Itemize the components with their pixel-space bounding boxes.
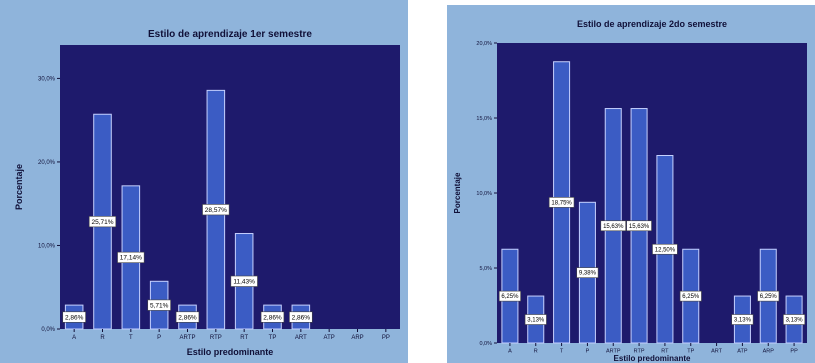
- data-label-a: 2,86%: [65, 314, 84, 321]
- data-label-r: 25,71%: [91, 219, 113, 226]
- data-label-box: [783, 314, 806, 325]
- x-tick-label: TP: [269, 335, 277, 341]
- x-tick-label: TP: [687, 349, 694, 355]
- data-label-t: 17,14%: [120, 255, 142, 262]
- data-label-rt: 12,50%: [655, 247, 676, 253]
- y-tick-label: 20,0%: [476, 41, 492, 47]
- plot-area: [60, 45, 400, 329]
- data-label-art: 2,86%: [292, 314, 311, 321]
- data-label-tp: 6,25%: [682, 294, 700, 300]
- data-label-atp: 3,13%: [734, 318, 752, 324]
- x-tick-label: ARP: [351, 335, 363, 341]
- chart-title: Estilo de aprendizaje 1er semestre: [148, 29, 312, 40]
- y-axis-label: Porcentaje: [14, 164, 24, 210]
- x-tick-label: R: [534, 349, 538, 355]
- data-label-rtp: 28,57%: [205, 207, 227, 214]
- x-tick-label: ARP: [763, 349, 775, 355]
- data-label-rt: 11,43%: [233, 279, 255, 286]
- x-tick-label: ART: [711, 349, 723, 355]
- x-tick-label: ART: [295, 335, 307, 341]
- y-tick-label: 0,0%: [41, 327, 55, 333]
- data-label-p: 5,71%: [150, 302, 169, 309]
- data-label-box: [679, 290, 702, 302]
- data-label-t: 18,75%: [551, 200, 572, 206]
- x-tick-label: P: [586, 349, 590, 355]
- data-label-rtp: 15,63%: [629, 224, 650, 230]
- x-tick-label: A: [508, 349, 512, 355]
- x-axis-label: Estilo predominante: [614, 354, 691, 363]
- data-label-box: [652, 243, 678, 255]
- chart-panel-2do-semestre: Estilo de aprendizaje 2do semestre Estilo…: [447, 5, 815, 363]
- x-tick-label: ARTP: [180, 335, 196, 341]
- y-tick-label: 20,0%: [38, 160, 56, 166]
- data-label-box: [147, 299, 171, 311]
- bar-chart-2do-semestre: Estilo de aprendizaje 2do semestre Estilo…: [447, 5, 815, 363]
- data-label-pp: 3,13%: [786, 318, 804, 324]
- y-tick-label: 0,0%: [479, 341, 492, 347]
- data-label-p: 9,38%: [579, 271, 597, 277]
- data-label-box: [757, 290, 780, 302]
- x-tick-label: ARTP: [606, 349, 621, 355]
- chart-title: Estilo de aprendizaje 2do semestre: [577, 19, 727, 29]
- chart-panel-1er-semestre: Estilo de aprendizaje 1er semestre Estilo…: [0, 0, 408, 363]
- data-label-box: [202, 204, 230, 216]
- data-label-box: [175, 311, 200, 323]
- data-label-arp: 6,25%: [760, 294, 778, 300]
- x-tick-label: ATP: [324, 335, 335, 341]
- x-tick-label: RT: [240, 335, 248, 341]
- y-tick-label: 10,0%: [38, 243, 56, 249]
- y-axis-label: Porcentaje: [453, 172, 462, 213]
- data-label-box: [600, 220, 626, 232]
- x-tick-label: RT: [661, 349, 669, 355]
- y-tick-label: 10,0%: [476, 191, 492, 197]
- x-tick-label: R: [100, 335, 105, 341]
- y-tick-label: 5,0%: [479, 266, 492, 272]
- data-label-box: [498, 290, 521, 302]
- data-label-r: 3,13%: [527, 318, 545, 324]
- data-label-box: [289, 311, 313, 323]
- x-tick-label: RTP: [634, 349, 645, 355]
- data-label-tp: 2,86%: [263, 314, 282, 321]
- y-tick-label: 15,0%: [476, 116, 492, 122]
- data-label-box: [548, 197, 575, 208]
- data-label-box: [576, 267, 599, 278]
- data-label-box: [230, 275, 258, 287]
- x-tick-label: ATP: [737, 349, 748, 355]
- x-tick-label: PP: [382, 335, 390, 341]
- data-label-box: [62, 311, 86, 323]
- data-label-box: [117, 251, 145, 263]
- data-label-box: [626, 220, 652, 232]
- plot-area: [497, 43, 807, 343]
- data-label-artp: 2,86%: [178, 314, 197, 321]
- data-label-box: [260, 311, 285, 323]
- x-tick-label: A: [72, 335, 76, 341]
- x-tick-label: T: [129, 335, 133, 341]
- y-tick-label: 30,0%: [38, 76, 56, 82]
- data-label-box: [524, 314, 547, 325]
- x-tick-label: PP: [790, 349, 798, 355]
- data-label-a: 6,25%: [501, 294, 519, 300]
- x-tick-label: RTP: [210, 335, 222, 341]
- data-label-artp: 15,63%: [603, 224, 624, 230]
- data-label-box: [88, 216, 117, 228]
- x-tick-label: T: [560, 349, 564, 355]
- bar-chart-1er-semestre: Estilo de aprendizaje 1er semestre Estilo…: [0, 0, 408, 363]
- x-tick-label: P: [157, 335, 161, 341]
- x-axis-label: Estilo predominante: [187, 347, 274, 357]
- data-label-box: [731, 314, 754, 325]
